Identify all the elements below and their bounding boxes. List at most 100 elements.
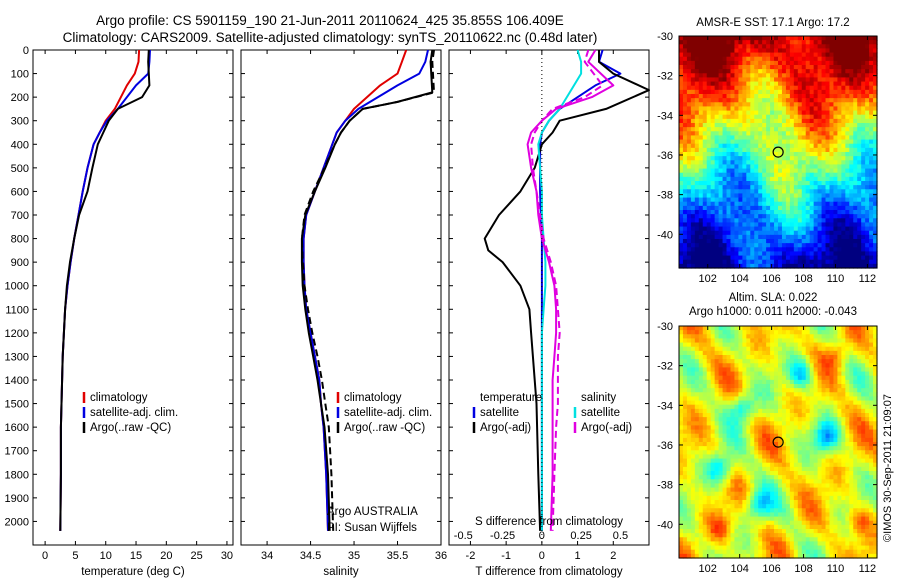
map-cell	[774, 334, 779, 340]
map-cell	[682, 408, 688, 414]
map-cell	[679, 413, 684, 418]
map-cell	[853, 230, 858, 236]
map-cell	[861, 251, 866, 257]
map-cell	[714, 127, 720, 132]
map-cell	[841, 425, 846, 431]
map-cell	[714, 442, 720, 447]
map-cell	[726, 81, 732, 87]
map-cell	[686, 152, 692, 157]
map-cell	[710, 48, 716, 54]
map-cell	[865, 210, 870, 215]
map-cell	[797, 396, 803, 402]
legend-label: satellite	[480, 407, 519, 419]
map-cell	[805, 454, 811, 460]
map-cell	[857, 363, 862, 369]
map-cell	[853, 429, 858, 435]
x-tick-label: 106	[762, 273, 780, 285]
map-cell	[714, 458, 720, 464]
map-cell	[710, 89, 716, 95]
map-cell	[809, 106, 815, 112]
map-cell	[857, 259, 862, 265]
map-cell	[789, 392, 795, 398]
map-cell	[813, 413, 819, 418]
map-cell	[734, 127, 739, 132]
map-cell	[857, 475, 862, 480]
map-cell	[774, 127, 779, 132]
map-cell	[785, 197, 791, 203]
map-cell	[825, 425, 831, 431]
map-cell	[849, 458, 854, 464]
map-cell	[774, 85, 779, 91]
map-cell	[801, 77, 807, 83]
map-cell	[793, 417, 799, 422]
map-cell	[726, 379, 732, 385]
map-cell	[829, 371, 835, 377]
map-cell	[686, 131, 692, 137]
map-cell	[821, 247, 827, 253]
map-cell	[730, 413, 736, 418]
map-cell	[833, 98, 838, 103]
map-cell	[694, 102, 700, 108]
map-cell	[781, 450, 787, 456]
map-cell	[869, 56, 874, 62]
map-cell	[797, 69, 803, 74]
map-cell	[781, 44, 787, 50]
map-cell	[762, 429, 767, 435]
map-cell	[730, 44, 736, 50]
map-cell	[758, 60, 763, 66]
map-cell	[734, 471, 739, 476]
map-cell	[766, 263, 771, 269]
map-cell	[722, 450, 728, 456]
map-cell	[702, 98, 708, 103]
map-cell	[742, 147, 747, 153]
map-cell	[778, 334, 783, 340]
map-cell	[793, 69, 799, 74]
map-cell	[817, 214, 823, 219]
map-cell	[857, 243, 862, 248]
map-cell	[778, 355, 783, 360]
map-cell	[758, 81, 763, 87]
map-cell	[694, 466, 700, 472]
map-cell	[833, 143, 838, 149]
map-cell	[833, 251, 838, 257]
map-cell	[789, 73, 795, 79]
map-cell	[837, 40, 842, 45]
map-cell	[801, 239, 807, 244]
map-cell	[861, 135, 866, 141]
map-cell	[718, 425, 724, 431]
map-cell	[702, 400, 708, 406]
map-cell	[710, 355, 716, 360]
map-cell	[817, 234, 823, 240]
map-cell	[686, 230, 692, 236]
map-cell	[754, 371, 759, 377]
map-cell	[718, 152, 724, 157]
map-cell	[845, 65, 850, 70]
map-cell	[873, 123, 878, 128]
map-cell	[718, 442, 724, 447]
map-cell	[845, 131, 850, 137]
map-cell	[679, 429, 684, 435]
map-cell	[742, 73, 747, 79]
map-cell	[817, 247, 823, 253]
map-cell	[686, 193, 692, 199]
map-cell	[805, 334, 811, 340]
map-cell	[738, 81, 743, 87]
map-cell	[742, 201, 747, 207]
map-cell	[805, 384, 811, 389]
map-cell	[758, 471, 763, 476]
legend-heading: salinity	[581, 392, 616, 404]
map-cell	[793, 379, 799, 385]
map-cell	[837, 334, 842, 340]
map-cell	[789, 205, 795, 211]
map-cell	[869, 442, 874, 447]
map-cell	[762, 60, 767, 66]
map-cell	[746, 106, 751, 112]
map-cell	[722, 413, 728, 418]
map-cell	[861, 379, 866, 385]
map-cell	[801, 176, 807, 182]
map-cell	[750, 135, 755, 141]
map-cell	[785, 454, 791, 460]
map-cell	[805, 359, 811, 364]
x-tick-label-secondary: 0.25	[570, 530, 591, 542]
map-cell	[849, 350, 854, 356]
